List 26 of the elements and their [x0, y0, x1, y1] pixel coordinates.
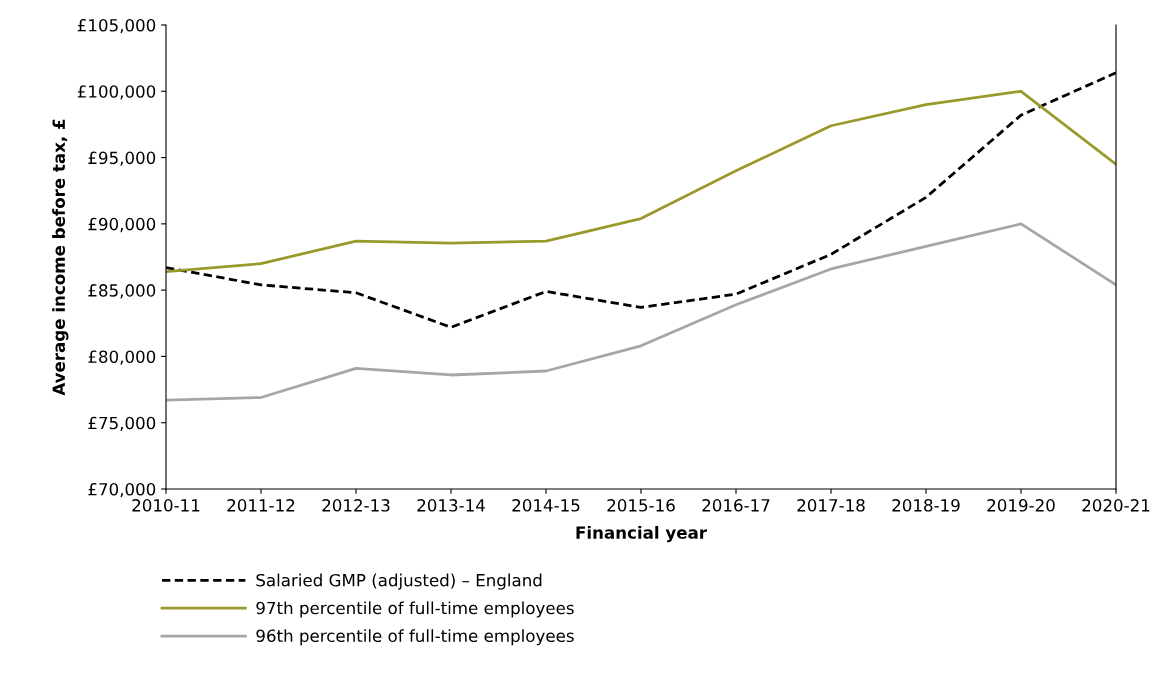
x-tick-label: 2017-18	[797, 499, 865, 512]
y-tick-label: £80,000	[88, 350, 156, 365]
x-tick-label: 2018-19	[892, 499, 960, 512]
y-tick-label: £105,000	[77, 18, 156, 34]
x-tick-label: 2020-21	[1082, 499, 1150, 512]
y-tick-label: £85,000	[88, 284, 156, 299]
line-series	[166, 89, 1116, 273]
x-tick-label: 2015-16	[607, 499, 675, 512]
line-series	[166, 222, 1116, 402]
y-tick-label: £75,000	[88, 416, 156, 431]
x-tick-label: 2012-13	[322, 499, 390, 512]
y-tick-label: £70,000	[88, 482, 156, 498]
x-tick-label: 2016-17	[702, 499, 770, 512]
x-tick-label: 2010-11	[132, 499, 200, 512]
x-tick-label: 2014-15	[512, 499, 580, 512]
y-axis-title: Average income before tax, £	[52, 119, 69, 396]
x-tick-label: 2011-12	[227, 499, 295, 512]
legend-label: 96th percentile of full-time employees	[256, 629, 574, 646]
legend-label: Salaried GMP (adjusted) – England	[256, 573, 542, 590]
x-tick-label: 2013-14	[417, 499, 485, 512]
x-axis-title: Financial year	[576, 525, 707, 543]
y-tick-label: £100,000	[77, 85, 156, 100]
legend-label: 97th percentile of full-time employees	[256, 601, 574, 618]
x-tick-label: 2019-20	[987, 499, 1055, 512]
y-tick-label: £95,000	[88, 151, 156, 166]
y-tick-label: £90,000	[88, 217, 156, 233]
